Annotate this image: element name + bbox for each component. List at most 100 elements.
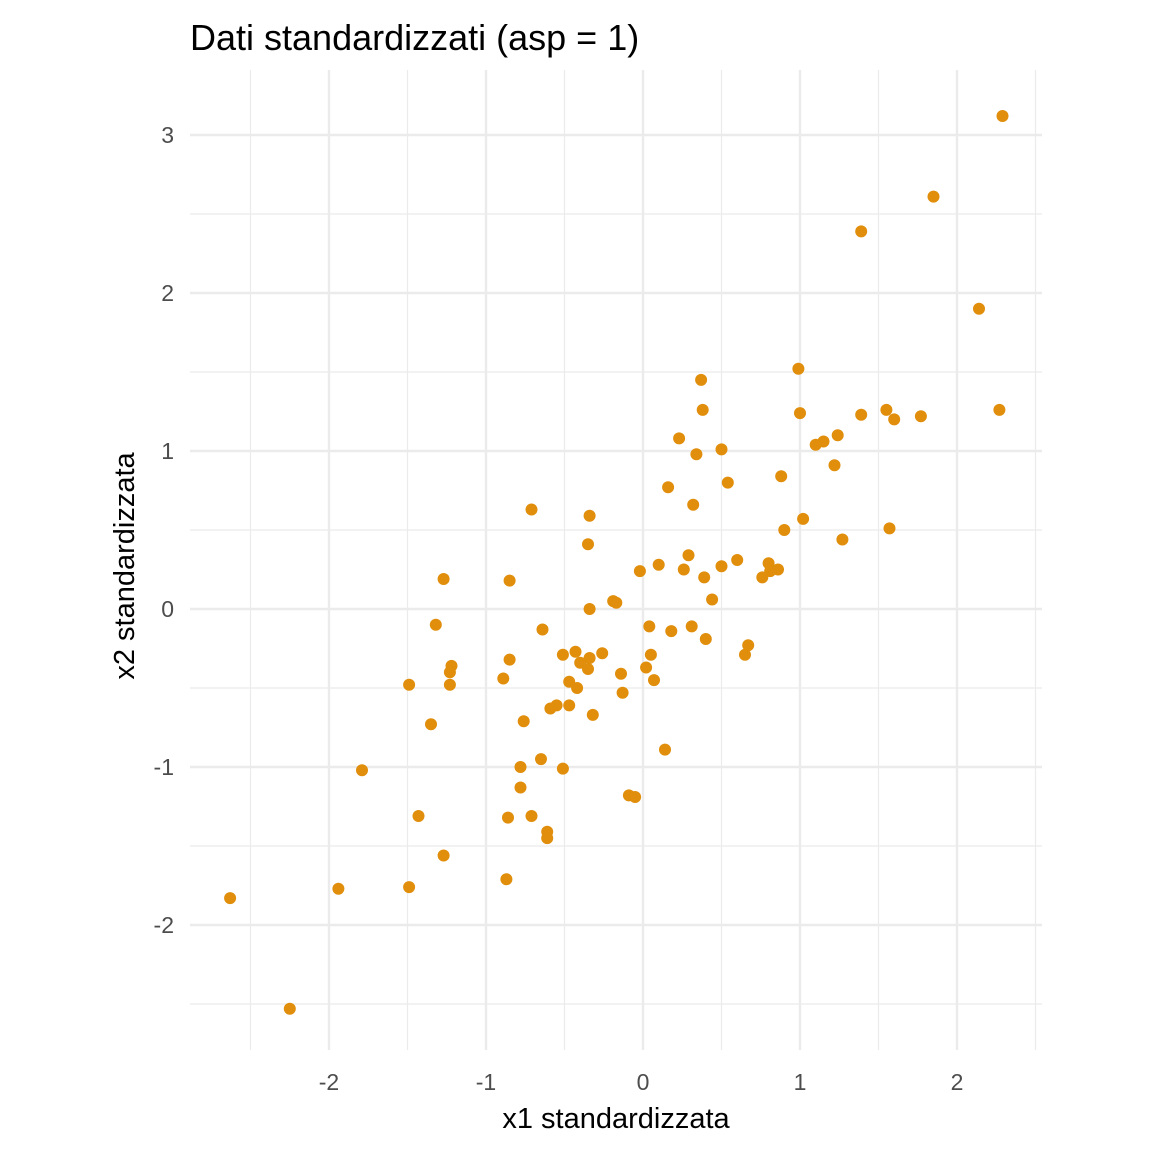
data-point xyxy=(497,672,510,685)
data-point xyxy=(615,667,627,680)
data-point xyxy=(332,882,345,895)
y-tick-label: -2 xyxy=(154,912,174,938)
data-point xyxy=(739,648,751,661)
data-point xyxy=(883,522,896,535)
data-point xyxy=(583,603,596,615)
data-point xyxy=(563,699,576,712)
data-point xyxy=(756,571,769,584)
data-point xyxy=(596,647,609,660)
data-point xyxy=(514,761,527,773)
major-gridlines xyxy=(190,70,1042,1050)
data-points xyxy=(224,110,1009,1015)
y-tick-label: 0 xyxy=(161,596,174,622)
data-point xyxy=(855,225,868,238)
data-point xyxy=(514,781,527,794)
data-point xyxy=(356,764,368,777)
data-point xyxy=(443,666,456,679)
data-point xyxy=(731,554,744,566)
data-point xyxy=(914,410,927,423)
data-point xyxy=(556,648,569,661)
data-point xyxy=(541,832,554,845)
chart-title: Dati standardizzati (asp = 1) xyxy=(190,17,639,58)
x-tick-label: -1 xyxy=(476,1069,496,1095)
data-point xyxy=(685,620,698,633)
data-point xyxy=(571,682,584,694)
data-point xyxy=(797,512,810,525)
x-tick-label: 2 xyxy=(951,1069,964,1095)
data-point xyxy=(403,678,416,691)
y-tick-label: -1 xyxy=(154,754,174,780)
x-tick-label: 1 xyxy=(794,1069,807,1095)
data-point xyxy=(582,538,594,551)
data-point xyxy=(706,593,719,606)
data-point xyxy=(525,503,538,516)
data-point xyxy=(662,481,675,494)
data-point xyxy=(616,686,629,699)
data-point xyxy=(721,476,734,489)
data-point xyxy=(831,429,844,442)
data-point xyxy=(429,618,442,631)
data-point xyxy=(437,849,450,862)
data-point xyxy=(673,432,686,445)
data-point xyxy=(610,596,623,609)
data-point xyxy=(629,791,642,803)
data-point xyxy=(809,438,822,451)
data-point xyxy=(696,403,709,416)
data-point xyxy=(665,625,678,638)
data-point xyxy=(500,873,513,886)
data-point xyxy=(690,448,703,461)
data-point xyxy=(224,892,237,905)
y-axis-title: x2 standardizzata xyxy=(109,451,141,679)
data-point xyxy=(996,110,1009,122)
x-tick-label: 0 xyxy=(637,1069,650,1095)
data-point xyxy=(659,743,671,756)
data-point xyxy=(652,558,665,571)
data-point xyxy=(927,190,940,203)
data-point xyxy=(699,633,712,645)
data-point xyxy=(640,661,653,674)
data-point xyxy=(836,533,849,546)
data-point xyxy=(582,663,594,675)
y-tick-labels: -2 -1 0 1 2 3 xyxy=(154,122,174,938)
x-tick-labels: -2 -1 0 1 2 xyxy=(319,1069,964,1095)
data-point xyxy=(644,648,657,661)
data-point xyxy=(633,565,646,578)
data-point xyxy=(677,563,690,576)
data-point xyxy=(425,718,437,731)
data-point xyxy=(643,620,656,633)
data-point xyxy=(569,645,582,658)
data-point xyxy=(792,362,805,375)
data-point xyxy=(544,702,557,715)
data-point xyxy=(698,571,711,584)
data-point xyxy=(855,408,868,421)
data-point xyxy=(403,881,416,894)
data-point xyxy=(586,708,599,721)
data-point xyxy=(993,403,1006,416)
data-point xyxy=(682,549,695,562)
data-point xyxy=(556,762,569,775)
data-point xyxy=(412,810,425,822)
data-point xyxy=(828,459,841,472)
data-point xyxy=(880,403,893,416)
y-tick-label: 3 xyxy=(161,122,174,148)
x-tick-label: -2 xyxy=(319,1069,339,1095)
minor-gridlines xyxy=(190,70,1042,1050)
data-point xyxy=(583,509,596,522)
data-point xyxy=(583,652,596,664)
data-point xyxy=(687,498,700,511)
data-point xyxy=(283,1002,296,1015)
data-point xyxy=(648,674,660,687)
data-point xyxy=(778,524,791,536)
x-axis-title: x1 standardizzata xyxy=(502,1103,730,1135)
y-tick-label: 1 xyxy=(161,438,174,464)
data-point xyxy=(437,573,450,585)
data-point xyxy=(535,753,547,766)
data-point xyxy=(503,574,516,587)
data-point xyxy=(775,470,788,483)
data-point xyxy=(888,413,901,426)
data-point xyxy=(794,407,806,420)
data-point xyxy=(525,810,538,822)
data-point xyxy=(502,811,514,824)
y-tick-label: 2 xyxy=(161,280,174,306)
